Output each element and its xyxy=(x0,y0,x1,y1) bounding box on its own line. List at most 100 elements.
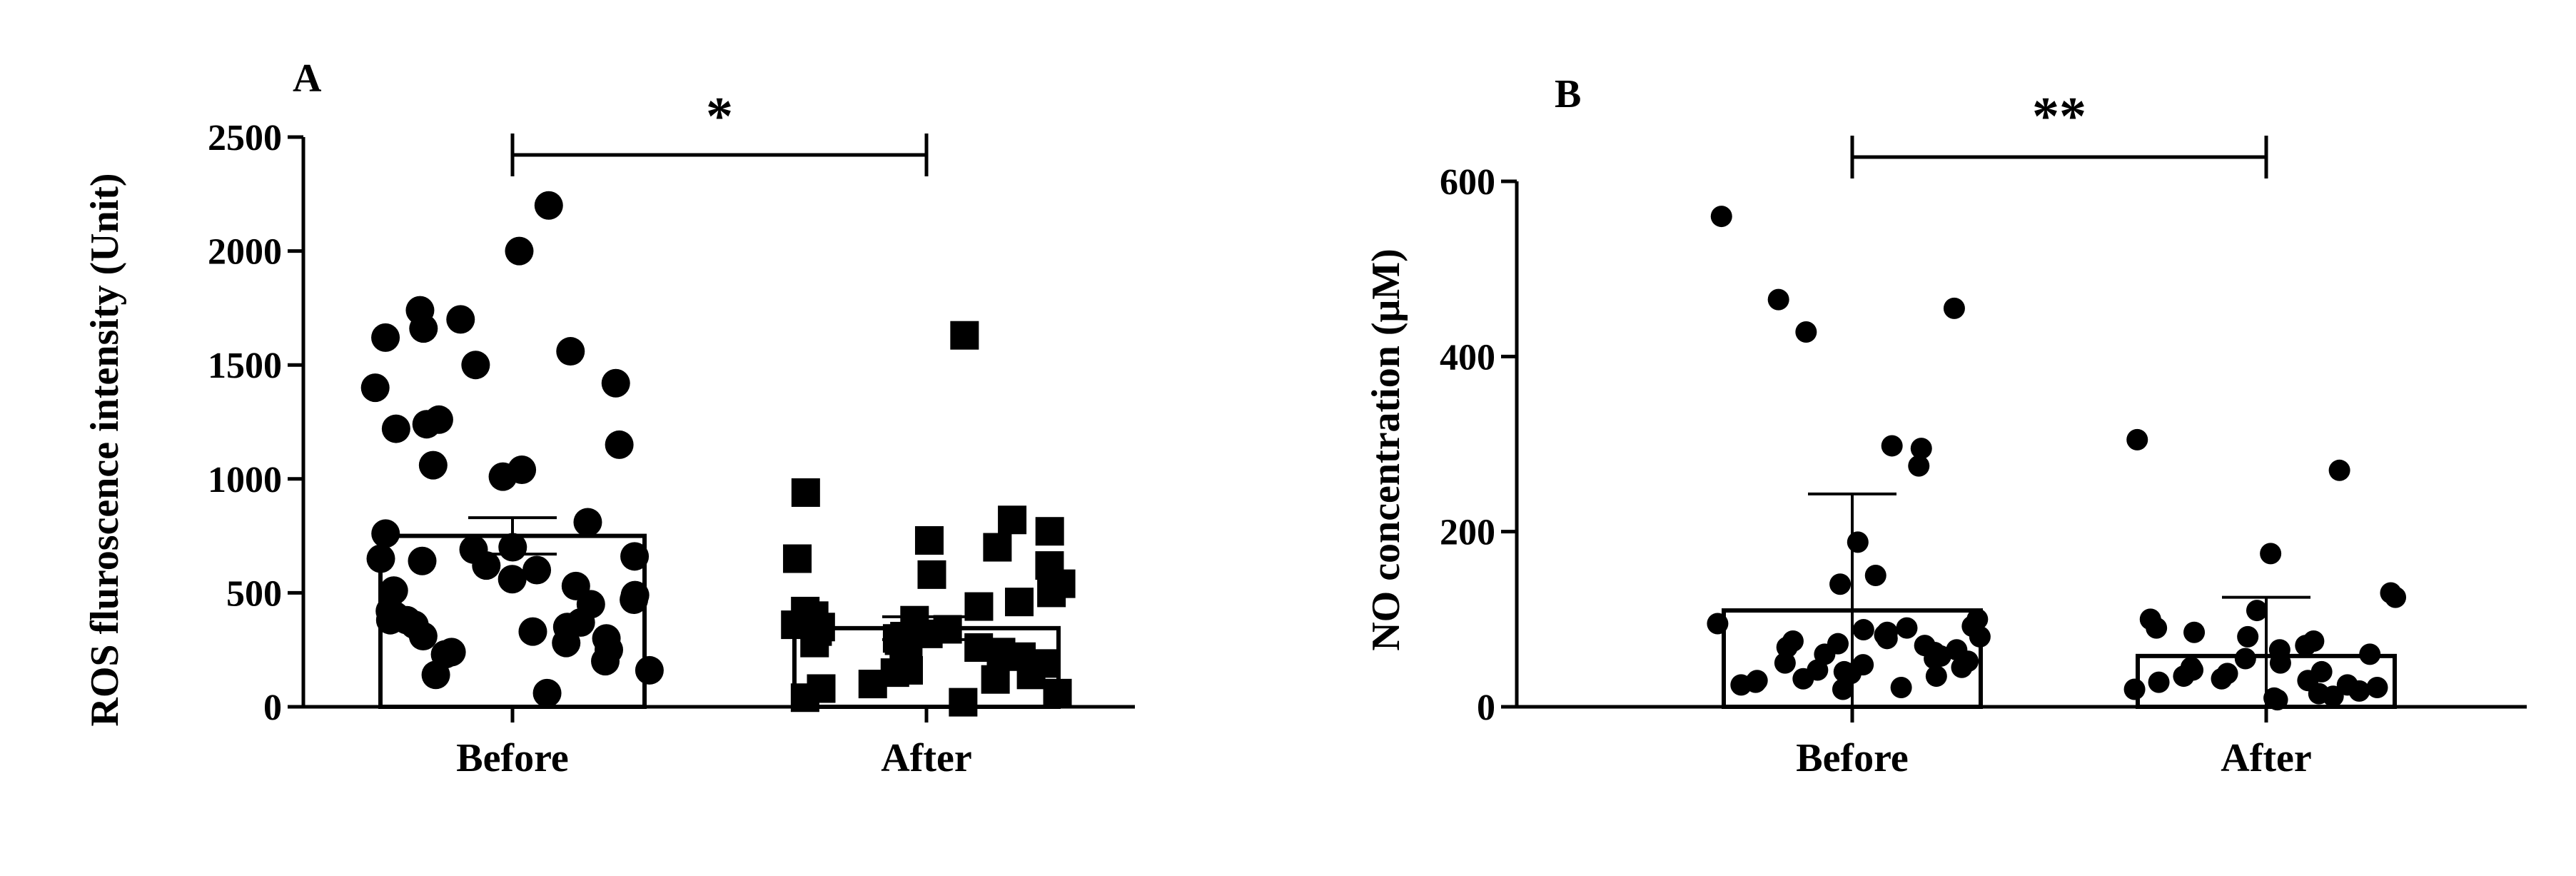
panel-a-point-before xyxy=(488,462,517,491)
panel-b-point-after xyxy=(2148,671,2170,693)
panel-a-point-after xyxy=(949,688,978,717)
panel-b-point-after xyxy=(2183,621,2206,643)
panel-b-y-tick-label: 0 xyxy=(1477,688,1495,728)
panel-a-point-after xyxy=(783,544,812,573)
panel-b-point-before xyxy=(1896,617,1918,639)
panel-a: A ROS fluroscence intensity (Unit) 0 500 1… xyxy=(83,56,1135,780)
panel-a-point-after xyxy=(791,478,820,507)
panel-a-point-before xyxy=(446,305,475,334)
panel-a-point-before xyxy=(472,551,501,580)
panel-a-point-before xyxy=(381,414,410,443)
panel-a-point-before xyxy=(505,236,534,266)
panel-a-point-before xyxy=(534,191,563,220)
panel-a-point-before xyxy=(412,410,441,439)
panel-b-point-after xyxy=(2366,677,2388,699)
panel-b-point-before xyxy=(1951,656,1973,678)
panel-a-point-before xyxy=(371,519,400,548)
panel-b-point-before xyxy=(1707,613,1729,635)
panel-b-point-after xyxy=(2146,617,2168,639)
panel-a-point-after xyxy=(1035,517,1064,546)
panel-a-point-before xyxy=(601,368,630,398)
panel-b-point-before xyxy=(1767,288,1789,311)
panel-b-label: B xyxy=(1555,72,1581,116)
panel-b-point-before xyxy=(1890,677,1912,699)
panel-b-point-before xyxy=(1852,619,1874,641)
panel-b-point-after xyxy=(2359,643,2381,665)
panel-a-point-before xyxy=(635,655,664,685)
panel-a-point-after xyxy=(914,619,943,648)
panel-a-y-tick-label: 2500 xyxy=(208,118,282,158)
panel-a-point-before xyxy=(375,605,405,635)
panel-b-y-axis-label: NO concentration (μM) xyxy=(1364,248,1408,651)
panel-a-y-tick-label: 0 xyxy=(263,688,282,728)
panel-a-point-after xyxy=(1043,678,1072,708)
panel-b-point-after xyxy=(2234,648,2256,670)
panel-b-point-after xyxy=(2123,678,2146,700)
panel-b-point-before xyxy=(1792,668,1814,690)
panel-a-point-before xyxy=(591,647,620,676)
panel-a-point-before xyxy=(605,430,634,459)
panel-b-point-after xyxy=(2385,586,2407,608)
panel-a-point-before xyxy=(498,533,527,562)
panel-b-point-after xyxy=(2328,459,2350,481)
panel-b-point-before xyxy=(1730,674,1752,696)
panel-b-point-after xyxy=(2237,625,2259,648)
panel-a-point-before xyxy=(620,542,650,571)
panel-b-y-tick-label: 600 xyxy=(1440,162,1495,203)
panel-a-point-after xyxy=(981,665,1010,694)
panel-a-label: A xyxy=(293,56,322,101)
panel-a-point-before xyxy=(421,660,450,690)
panel-b-point-after xyxy=(2173,665,2195,688)
panel-a-point-before xyxy=(461,351,490,380)
panel-b-point-after xyxy=(2348,680,2370,702)
panel-a-plot-area: 0 500 1000 1500 2000 2500 Before After * xyxy=(208,86,1135,780)
panel-b-point-before xyxy=(1832,678,1854,700)
panel-b-point-after xyxy=(2126,428,2148,450)
panel-a-point-before xyxy=(371,323,400,352)
panel-a-point-before xyxy=(522,555,552,585)
panel-a-point-after xyxy=(950,321,979,350)
panel-a-point-before xyxy=(360,373,390,403)
panel-b-point-before xyxy=(1776,636,1798,658)
panel-a-point-after xyxy=(998,505,1027,535)
panel-b-y-tick-label: 200 xyxy=(1440,513,1495,553)
panel-a-point-before xyxy=(408,622,438,651)
panel-a-point-before xyxy=(556,337,585,366)
panel-b-y-tick-label: 400 xyxy=(1440,337,1495,378)
panel-a-y-tick-label: 1500 xyxy=(208,346,282,386)
panel-b-point-after xyxy=(2295,635,2317,657)
panel-a-significance-label: * xyxy=(706,86,733,146)
panel-a-point-before xyxy=(620,585,649,614)
panel-b-point-after xyxy=(2269,652,2291,674)
panel-b-point-before xyxy=(1969,625,1991,648)
panel-b-x-tick-label-after: After xyxy=(2221,736,2311,780)
panel-a-y-tick-label: 2000 xyxy=(208,232,282,273)
panel-b-point-before xyxy=(1710,206,1732,228)
panel-b: B NO concentration (μM) 0 200 400 600 Before… xyxy=(1364,72,2527,780)
panel-b-point-before xyxy=(1829,573,1852,595)
panel-b-point-after xyxy=(2322,685,2344,708)
panel-b-significance-label: ** xyxy=(2032,86,2086,146)
panel-b-point-before xyxy=(1910,438,1932,460)
panel-b-point-before xyxy=(1876,628,1898,650)
panel-a-point-before xyxy=(552,628,581,658)
panel-b-point-before xyxy=(1908,455,1930,477)
panel-a-point-before xyxy=(573,508,602,537)
panel-a-x-tick-label-after: After xyxy=(881,736,971,780)
panel-b-point-after xyxy=(2246,600,2268,622)
panel-a-y-axis-label: ROS fluroscence intensity (Unit) xyxy=(83,173,127,726)
panel-a-point-before xyxy=(408,546,437,575)
panel-a-point-after xyxy=(914,525,944,555)
panel-b-point-before xyxy=(1943,297,1965,319)
panel-a-y-tick-label: 1000 xyxy=(208,460,282,500)
panel-a-point-after xyxy=(964,592,994,621)
panel-a-point-before xyxy=(532,678,562,708)
panel-a-point-after xyxy=(1005,588,1034,617)
panel-a-point-after xyxy=(800,628,829,658)
panel-b-plot-area: 0 200 400 600 Before After ** xyxy=(1440,86,2527,780)
panel-a-point-after xyxy=(1016,660,1046,690)
panel-b-point-before xyxy=(1864,565,1886,586)
panel-b-point-before xyxy=(1924,648,1946,670)
panel-a-point-before xyxy=(418,450,448,480)
